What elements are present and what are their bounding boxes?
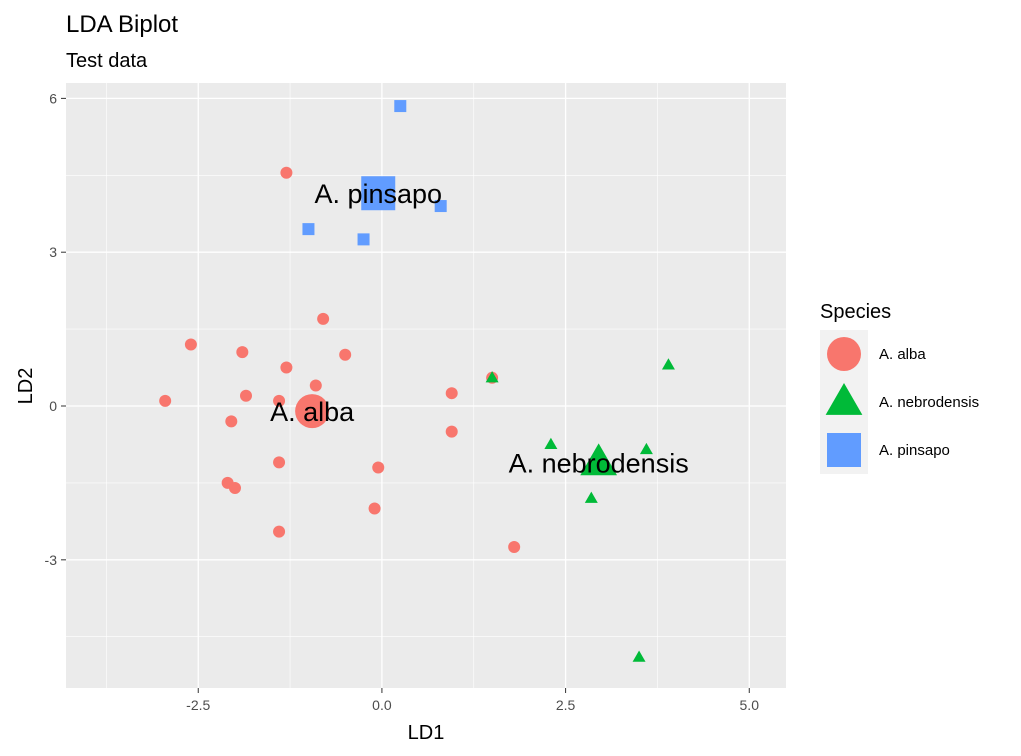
point-a-alba [225, 415, 238, 428]
point-a-alba [273, 525, 286, 538]
chart-title: LDA Biplot [66, 11, 178, 38]
data-points [159, 100, 675, 662]
grid-minor [66, 83, 786, 688]
x-axis: -2.5 0.0 2.5 5.0 [186, 688, 759, 713]
legend-key-a-pinsapo [827, 433, 861, 467]
legend: Species A. alba A. nebrodensis A. pinsapo [820, 301, 979, 474]
point-a-alba [273, 394, 286, 407]
point-a-alba [184, 338, 197, 351]
plot-panel [66, 83, 786, 688]
point-a-alba [280, 361, 293, 374]
point-a-pinsapo [434, 200, 447, 213]
x-axis-title: LD1 [408, 722, 445, 744]
point-a-nebrodensis [632, 650, 646, 662]
point-a-nebrodensis [584, 491, 598, 503]
point-a-nebrodensis [485, 371, 499, 383]
point-a-pinsapo [302, 223, 315, 236]
point-a-nebrodensis [639, 442, 653, 455]
point-a-pinsapo [394, 100, 407, 113]
x-tick-label: -2.5 [186, 697, 210, 713]
centroid-a-pinsapo [361, 176, 396, 211]
centroid-a-alba [295, 394, 330, 429]
point-a-alba [508, 541, 521, 554]
point-a-alba [339, 348, 352, 361]
y-tick-label: 3 [49, 244, 57, 260]
x-tick-label: 0.0 [372, 697, 392, 713]
point-a-nebrodensis [661, 358, 675, 370]
y-tick-label: 0 [49, 398, 57, 414]
centroid-a-nebrodensis [580, 443, 618, 476]
point-a-pinsapo [357, 233, 370, 246]
x-tick-label: 5.0 [740, 697, 760, 713]
centroid-label-a-pinsapo: A. pinsapo [314, 179, 442, 209]
y-tick-label: 6 [49, 90, 57, 106]
point-a-alba [368, 502, 381, 515]
legend-key-a-nebrodensis [825, 383, 863, 415]
legend-label: A. pinsapo [879, 442, 950, 459]
legend-label: A. alba [879, 346, 926, 363]
point-a-alba [445, 387, 458, 400]
point-a-alba [240, 389, 252, 402]
y-axis-title: LD2 [15, 368, 37, 405]
centroid-labels: A. alba A. nebrodensis A. pinsapo [270, 179, 689, 478]
point-a-alba [236, 346, 249, 359]
legend-key-a-alba [827, 337, 861, 371]
centroids [295, 176, 618, 476]
y-axis: -3 0 3 6 [45, 90, 66, 568]
centroid-label-a-nebrodensis: A. nebrodensis [509, 448, 689, 478]
grid-major [66, 83, 786, 688]
point-a-alba [280, 166, 293, 179]
point-a-nebrodensis [544, 437, 558, 449]
centroid-label-a-alba: A. alba [270, 397, 355, 427]
point-a-alba [159, 394, 172, 407]
point-a-alba [309, 379, 322, 392]
point-a-alba [273, 456, 286, 469]
y-tick-label: -3 [45, 552, 58, 568]
legend-title: Species [820, 301, 891, 323]
point-a-alba [372, 461, 385, 474]
point-a-alba [317, 312, 330, 325]
point-a-alba [445, 425, 458, 438]
x-tick-label: 2.5 [556, 697, 576, 713]
chart-subtitle: Test data [66, 50, 148, 72]
point-a-alba [228, 482, 241, 495]
legend-label: A. nebrodensis [879, 394, 979, 411]
